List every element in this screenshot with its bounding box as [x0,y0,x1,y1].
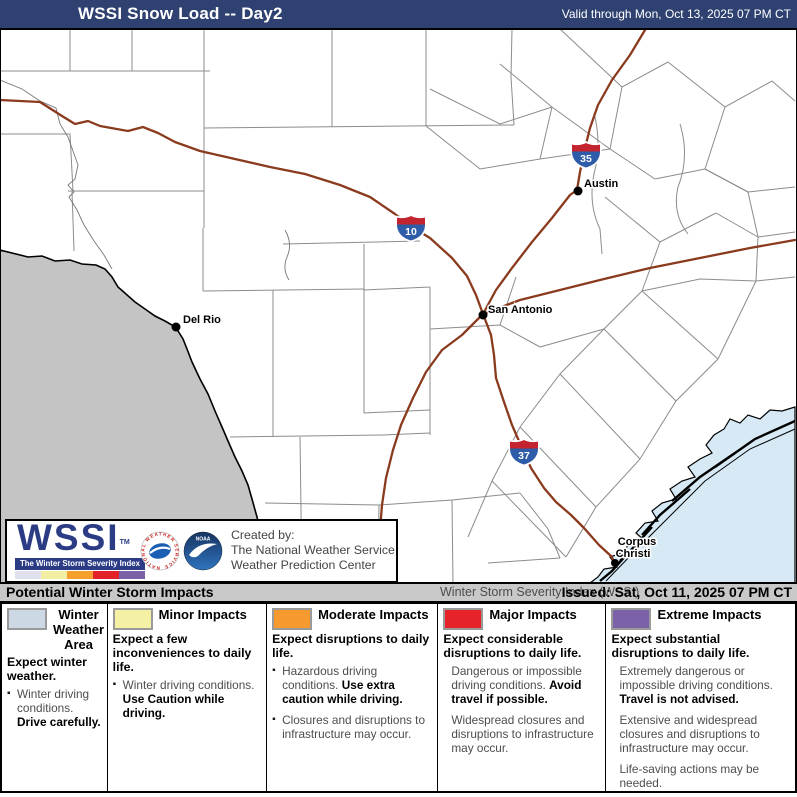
legend-lead: Expect a few inconveniences to daily lif… [112,632,252,675]
corpus-christi-label-line2: Christi [616,548,651,560]
san-antonio-label: San Antonio [488,304,553,316]
footer-bar: Potential Winter Storm Impacts Winter St… [0,583,797,602]
legend-title: Moderate Impacts [318,607,429,622]
city-markers: Austin San Antonio Del Rio Corpus Christ… [171,177,658,567]
wssi-logo-box: WSSITM The Winter Storm Severity Index N… [5,517,398,583]
legend-column-extreme: Extreme Impacts Expect substantial disru… [605,604,795,791]
impact-legend: Winter Weather Area Expect winter weathe… [0,602,797,793]
i35-shield-number: 35 [580,153,592,165]
highway-i37 [481,312,617,565]
created-by-text: Created by: The National Weather Service… [231,528,395,572]
wssi-tagline: The Winter Storm Severity Index [15,558,145,570]
i37-shield-icon: 37 [508,437,540,467]
county-borders [0,29,796,583]
corpus-christi-dot [611,559,619,567]
legend-column-moderate: Moderate Impacts Expect disruptions to d… [266,604,437,791]
legend-lead: Expect considerable disruptions to daily… [443,632,582,661]
highway-i10-east [481,238,797,316]
legend-paragraph: Extensive and widespread closures and di… [619,713,760,755]
legend-column-minor: Minor Impacts Expect a few inconvenience… [106,604,266,791]
noaa-logo-icon: NOAA [183,531,223,571]
legend-paragraph: Dangerous or impossible driving conditio… [451,664,582,707]
i10-shield-icon: 10 [395,213,427,243]
austin-dot [573,186,583,196]
i10-shield-number: 10 [405,226,417,238]
legend-title: Extreme Impacts [657,607,762,622]
rivers [0,79,290,281]
barrier-islands [599,419,796,582]
legend-title: Major Impacts [489,607,577,622]
legend-bullet: Winter driving conditions. Drive careful… [7,687,102,730]
highway-i35-north [481,29,647,316]
issued-text: Issued: Sat, Oct 11, 2025 07 PM CT [561,584,792,600]
texas-map: 35 10 37 Austin San Antonio Del Rio Corp… [0,29,797,583]
wssi-color-bar [15,571,145,579]
legend-paragraph: Widespread closures and disruptions to i… [451,713,594,755]
corpus-christi-label-line1: Corpus [618,536,657,548]
legend-lead: Expect substantial disruptions to daily … [611,632,750,661]
legend-bullet: Closures and disruptions to infrastructu… [272,713,432,742]
i35-shield-icon: 35 [570,140,602,170]
legend-column-winter-weather: Winter Weather Area Expect winter weathe… [2,604,107,791]
legend-bullet: Hazardous driving conditions. Use extra … [272,664,432,707]
del-rio-dot [171,322,181,332]
noaa-label: NOAA [196,537,211,543]
legend-lead: Expect winter weather. [7,654,87,683]
valid-through-text: Valid through Mon, Oct 13, 2025 07 PM CT [561,7,791,21]
header-bar: WSSI Snow Load -- Day2 Valid through Mon… [0,0,797,29]
legend-paragraph: Life-saving actions may be needed. [619,761,760,790]
minor-impacts-swatch [112,608,153,630]
legend-title: Minor Impacts [158,607,247,622]
moderate-impacts-swatch [272,608,313,630]
legend-lead: Expect disruptions to daily life. [272,632,430,661]
major-impacts-swatch [443,608,484,630]
i37-shield-number: 37 [518,450,530,462]
legend-column-major: Major Impacts Expect considerable disrup… [437,604,605,791]
del-rio-label: Del Rio [183,314,221,326]
winter-weather-swatch [7,608,47,630]
austin-label: Austin [584,178,619,190]
legend-paragraph: Extremely dangerous or impossible drivin… [619,664,773,707]
page-title: WSSI Snow Load -- Day2 [78,4,283,23]
nws-logo-icon: NATIONAL WEATHER SERVICE [140,531,180,571]
san-antonio-dot [478,310,488,320]
footer-left-title: Potential Winter Storm Impacts [6,584,214,600]
wssi-logo-text: WSSITM [17,517,130,558]
highway-i10-west [0,98,485,316]
legend-bullet: Winter driving conditions. Use Caution w… [113,678,261,721]
extreme-impacts-swatch [611,608,652,630]
legend-title: Winter Weather Area [53,607,105,652]
footer-center-text: Winter Storm Severity Index (WSSI) [440,585,640,599]
